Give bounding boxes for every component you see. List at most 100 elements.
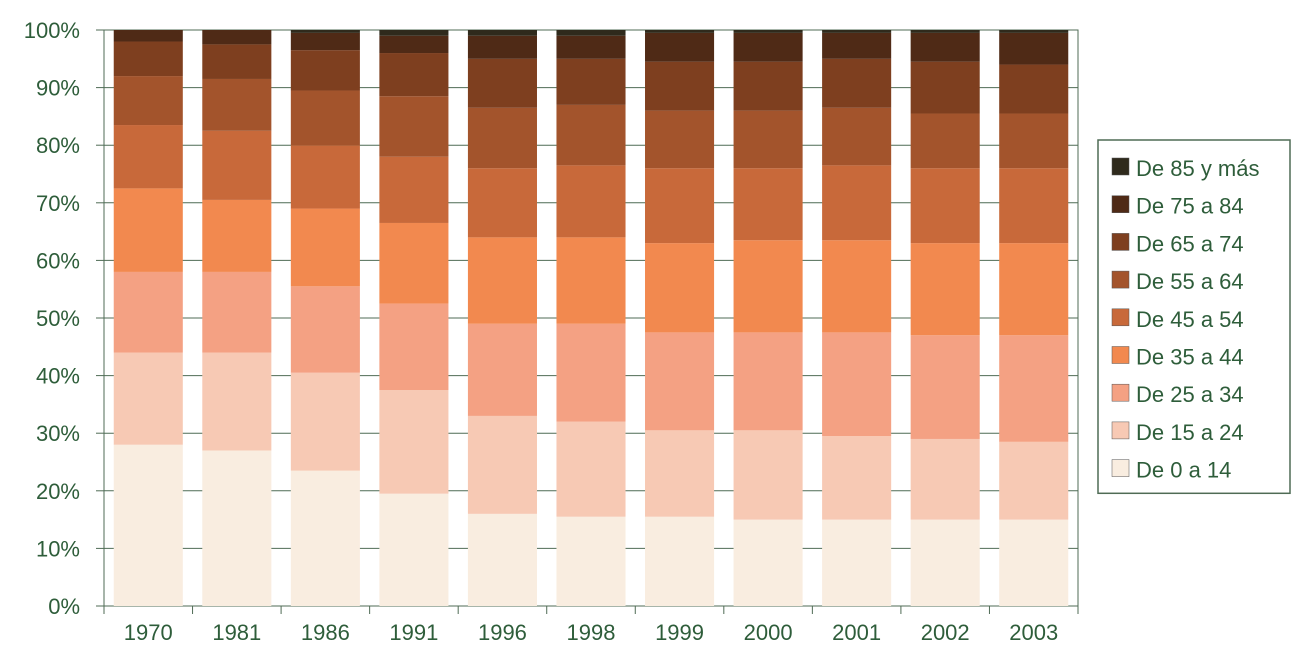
bar-segment: [910, 335, 980, 439]
bar-segment: [379, 35, 449, 54]
bar-segment: [202, 130, 272, 200]
bar-segment: [822, 32, 892, 59]
bar-segment: [999, 64, 1069, 114]
bar-segment: [113, 352, 183, 445]
bar-segment: [822, 30, 892, 33]
bar-segment: [113, 271, 183, 353]
bar-segment: [556, 165, 626, 238]
bar-segment: [556, 104, 626, 166]
x-tick-label: 2003: [1009, 620, 1058, 645]
x-tick-label: 2000: [744, 620, 793, 645]
bar-segment: [910, 30, 980, 33]
x-tick-label: 1991: [389, 620, 438, 645]
bar-segment: [999, 243, 1069, 336]
bar-segment: [379, 303, 449, 390]
bar-segment: [645, 30, 715, 33]
bar-segment: [733, 519, 803, 606]
y-tick-label: 80%: [36, 133, 80, 158]
legend-label: De 45 a 54: [1136, 307, 1244, 332]
bar-segment: [467, 35, 537, 59]
bar-segment: [556, 35, 626, 59]
bar-segment: [379, 156, 449, 223]
bar-segment: [645, 243, 715, 333]
bar-segment: [645, 168, 715, 244]
bar-segment: [379, 222, 449, 304]
bar-segment: [733, 32, 803, 62]
bar-segment: [202, 199, 272, 272]
bar-segment: [379, 53, 449, 97]
bar-segment: [910, 168, 980, 244]
bar-segment: [290, 286, 360, 373]
bar-segment: [113, 30, 183, 42]
bar-segment: [999, 519, 1069, 606]
bar-segment: [645, 332, 715, 431]
bar-segment: [556, 58, 626, 105]
bar-segment: [290, 470, 360, 606]
bar-segment: [645, 110, 715, 169]
bar-segment: [202, 352, 272, 451]
bar-segment: [910, 61, 980, 114]
y-tick-label: 0%: [48, 594, 80, 619]
bar-segment: [202, 271, 272, 353]
legend-swatch: [1111, 270, 1130, 289]
legend-swatch: [1111, 308, 1130, 327]
bar-segment: [645, 430, 715, 517]
bar-segment: [290, 90, 360, 146]
legend-swatch: [1111, 383, 1130, 402]
x-tick-label: 2001: [832, 620, 881, 645]
bar-segment: [290, 30, 360, 33]
y-tick-label: 40%: [36, 364, 80, 389]
x-tick-label: 1986: [301, 620, 350, 645]
bar-segment: [113, 188, 183, 272]
bar-segment: [822, 332, 892, 437]
bar-segment: [379, 493, 449, 606]
x-tick-label: 1981: [212, 620, 261, 645]
bar-segment: [113, 41, 183, 77]
bar-segment: [556, 516, 626, 606]
bar-segment: [202, 78, 272, 131]
bar-segment: [822, 58, 892, 108]
bar-segment: [379, 30, 449, 36]
bar-segment: [113, 125, 183, 189]
bar-segment: [733, 30, 803, 33]
bar-segment: [999, 30, 1069, 33]
legend-swatch: [1111, 421, 1130, 440]
bar-segment: [290, 372, 360, 471]
x-tick-label: 1970: [124, 620, 173, 645]
y-tick-label: 20%: [36, 479, 80, 504]
legend-label: De 65 a 74: [1136, 231, 1244, 256]
bar-segment: [202, 30, 272, 45]
bar-segment: [999, 335, 1069, 442]
bar-segment: [467, 323, 537, 416]
legend: [1097, 139, 1291, 495]
legend-label: De 25 a 34: [1136, 382, 1244, 407]
bar-segment: [467, 415, 537, 514]
x-tick-label: 2002: [921, 620, 970, 645]
legend-swatch: [1111, 195, 1130, 213]
y-tick-label: 90%: [36, 76, 80, 101]
bar-segment: [822, 107, 892, 166]
legend-label: De 75 a 84: [1136, 194, 1244, 219]
bar-segment: [999, 32, 1069, 65]
bar-segment: [910, 32, 980, 62]
legend-label: De 15 a 24: [1136, 420, 1244, 445]
y-tick-label: 30%: [36, 421, 80, 446]
y-tick-label: 100%: [24, 18, 80, 43]
bar-segment: [733, 240, 803, 333]
bar-segment: [290, 208, 360, 287]
bar-segment: [202, 44, 272, 79]
y-tick-label: 50%: [36, 306, 80, 331]
x-tick-label: 1999: [655, 620, 704, 645]
bar-segment: [733, 430, 803, 520]
legend-label: De 55 a 64: [1136, 269, 1244, 294]
bar-segment: [290, 145, 360, 209]
bar-segment: [733, 110, 803, 169]
bar-segment: [733, 168, 803, 241]
bar-segment: [910, 438, 980, 520]
y-tick-label: 60%: [36, 248, 80, 273]
bar-segment: [910, 243, 980, 336]
bar-segment: [467, 58, 537, 108]
bar-segment: [999, 168, 1069, 244]
bar-segment: [822, 519, 892, 606]
